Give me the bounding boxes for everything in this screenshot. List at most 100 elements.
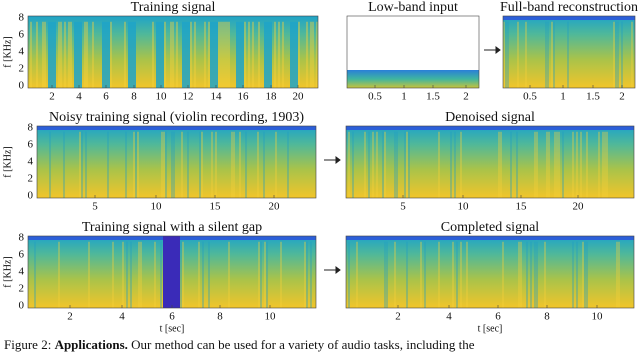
x-tick-label: 4 (76, 91, 82, 103)
texture (304, 241, 306, 308)
texture (553, 21, 555, 88)
y-tick-label: 2 (19, 63, 25, 75)
x-tick-label: 10 (151, 201, 163, 213)
texture (201, 131, 203, 198)
top-band (346, 236, 634, 240)
texture (231, 131, 233, 198)
texture (176, 21, 178, 88)
silent-gap (163, 236, 180, 308)
texture (86, 21, 88, 88)
texture (186, 21, 188, 88)
texture (364, 131, 366, 198)
texture (228, 241, 230, 308)
texture (92, 21, 94, 88)
caption-label: Figure 2: (4, 337, 51, 352)
texture (70, 21, 72, 88)
texture (558, 131, 560, 198)
texture (188, 21, 190, 88)
texture (376, 131, 378, 198)
texture (517, 21, 519, 88)
texture (530, 241, 532, 308)
texture (76, 21, 78, 88)
texture (108, 21, 110, 88)
texture (576, 131, 578, 198)
x-tick-label: 10 (592, 311, 604, 323)
panel: Completed signal 2 4 6 8 10 t [sec] (345, 220, 635, 334)
texture (576, 241, 578, 308)
texture (438, 241, 440, 308)
texture (258, 21, 260, 88)
texture (460, 131, 462, 198)
texture (242, 21, 244, 88)
texture (290, 21, 292, 88)
panel: Denoised signal 5 10 15 20 (345, 110, 635, 213)
texture (586, 241, 588, 308)
texture (184, 21, 186, 88)
texture (49, 131, 51, 198)
texture (63, 131, 65, 198)
x-tick-label: 2 (463, 91, 469, 103)
texture (112, 241, 114, 308)
texture (50, 21, 52, 88)
texture (233, 131, 235, 198)
texture (510, 131, 512, 198)
spectrogram (37, 126, 316, 198)
caption-heading: Applications. (55, 337, 128, 352)
texture (79, 131, 81, 198)
texture (80, 21, 82, 88)
texture (160, 21, 162, 88)
texture (215, 131, 217, 198)
texture (263, 131, 265, 198)
texture (544, 241, 546, 308)
texture (110, 21, 112, 88)
texture (454, 131, 456, 198)
texture (198, 241, 200, 308)
texture (138, 241, 140, 308)
texture (502, 241, 504, 308)
texture (280, 241, 282, 308)
panel-title: Full-band reconstruction (500, 0, 638, 15)
x-tick-label: 1 (560, 91, 566, 103)
frame (345, 235, 635, 309)
texture (534, 131, 536, 198)
x-tick-label: 14 (211, 91, 223, 103)
texture (396, 131, 398, 198)
texture (165, 131, 167, 198)
texture (58, 241, 60, 308)
texture (352, 131, 354, 198)
texture (602, 131, 604, 198)
texture (34, 241, 36, 308)
texture (266, 241, 268, 308)
texture (507, 21, 509, 88)
panel-title: Noisy training signal (violin recording,… (49, 110, 304, 125)
x-tick-label: 0.5 (523, 91, 537, 103)
texture (172, 21, 174, 88)
texture (275, 131, 277, 198)
texture (613, 21, 615, 88)
texture (384, 131, 386, 198)
panel: Low-band input 0.5 1 1.5 2 (346, 0, 480, 103)
texture (450, 131, 452, 198)
x-tick-label: 20 (269, 201, 281, 213)
texture (498, 131, 500, 198)
x-tick-label: 8 (217, 311, 223, 323)
texture (257, 131, 259, 198)
texture (516, 131, 518, 198)
texture (567, 21, 569, 88)
texture (84, 21, 86, 88)
x-tick-label: 10 (156, 91, 168, 103)
texture (74, 21, 76, 88)
y-tick-label: 0 (28, 190, 34, 202)
texture (584, 241, 586, 308)
texture (202, 241, 204, 308)
top-band (503, 16, 635, 20)
texture (606, 131, 608, 198)
texture (500, 131, 502, 198)
texture (618, 241, 620, 308)
texture (617, 21, 619, 88)
x-tick-label: 5 (92, 201, 98, 213)
texture (199, 131, 201, 198)
texture (44, 21, 46, 88)
y-tick-label: 6 (19, 249, 25, 261)
